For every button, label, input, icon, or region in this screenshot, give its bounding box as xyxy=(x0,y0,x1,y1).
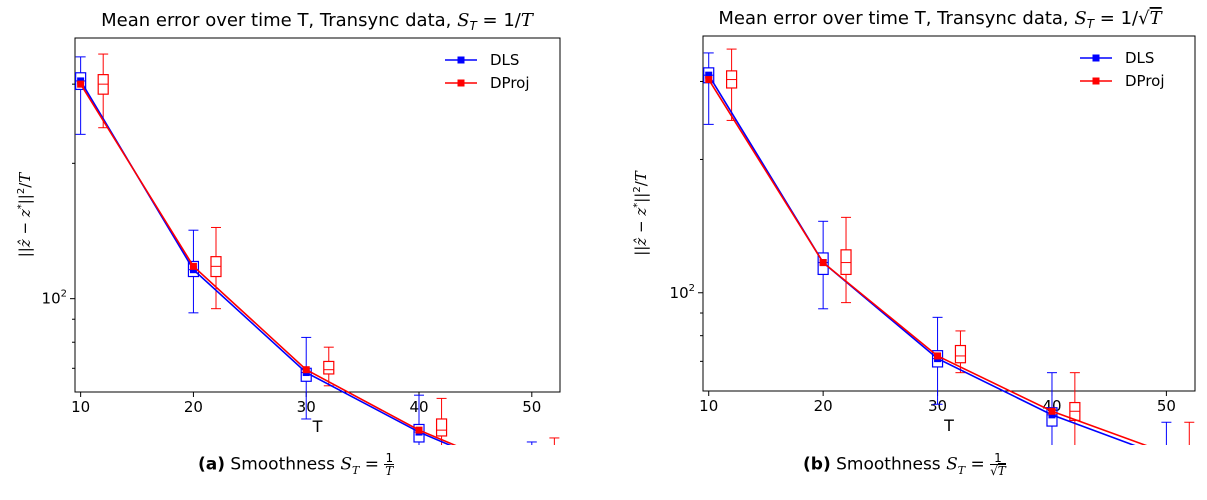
box-body xyxy=(323,360,335,375)
data-point-dproj xyxy=(1048,407,1056,415)
y-label-minus: − xyxy=(632,216,650,238)
legend-label-dproj: DProj xyxy=(490,74,530,92)
data-point-dls xyxy=(1048,411,1056,419)
data-point-dls xyxy=(705,71,713,79)
caption-a-num: 1 xyxy=(384,451,395,465)
chart-title-denominator: T xyxy=(521,10,535,31)
y-tick-base: 10 xyxy=(670,284,689,302)
chart-title-subscript: T xyxy=(469,19,478,33)
x-tick-label: 10 xyxy=(71,398,90,416)
y-label-slash: / xyxy=(632,180,650,186)
x-axis-label: T xyxy=(312,417,323,436)
box-body xyxy=(954,344,967,364)
caption-b-den: T xyxy=(997,463,1006,478)
chart-title-subscript: T xyxy=(1087,17,1096,31)
caption-a-eq: = xyxy=(364,454,385,475)
y-label-minus: − xyxy=(16,217,34,239)
chart-title: Mean error over time T, Transync data, S… xyxy=(718,8,1163,31)
chart-title-equals: = 1/ xyxy=(1094,8,1139,29)
caption-b-num: 1 xyxy=(990,452,1006,465)
x-tick-label: 50 xyxy=(522,398,541,416)
data-point-dproj xyxy=(819,259,827,267)
chart-title-symbol: S xyxy=(1074,8,1086,29)
caption-b-eq: = xyxy=(970,454,991,475)
y-label-star: * xyxy=(16,204,27,209)
caption-b-sub: T xyxy=(957,463,966,477)
y-label-square: 2 xyxy=(632,186,643,192)
y-label-slash: / xyxy=(16,182,34,188)
plot-frame xyxy=(74,37,561,393)
y-label-t: T xyxy=(632,170,650,181)
y-label-zhat: ẑ xyxy=(16,239,34,248)
chart-b: Mean error over time T, Transync data, S… xyxy=(632,8,1196,493)
caption-b-sym: S xyxy=(946,454,958,475)
x-tick-label: 20 xyxy=(184,398,203,416)
data-point-dproj xyxy=(302,366,310,374)
y-tick-exponent: 2 xyxy=(61,289,67,300)
box-body xyxy=(413,423,425,443)
caption-b: (b) Smoothness ST = 1 √T xyxy=(803,452,1006,478)
chart-a: Mean error over time T, Transync data, S… xyxy=(16,10,561,500)
caption-b-label: (b) xyxy=(803,454,831,475)
chart-panel-a: Mean error over time T, Transync data, S… xyxy=(0,0,590,500)
x-tick-label: 10 xyxy=(699,397,718,415)
chart-title-equals: = 1/ xyxy=(477,10,522,31)
caption-a-sym: S xyxy=(340,454,353,475)
caption-a: (a) Smoothness ST = 1 T xyxy=(198,451,395,478)
y-label-square: 2 xyxy=(16,188,27,194)
y-label-z: z xyxy=(632,208,650,217)
sqrt-sign-icon: √ xyxy=(1138,8,1150,29)
chart-title-symbol: S xyxy=(457,10,469,31)
legend-marker-dproj xyxy=(457,79,465,87)
legend-marker-dls xyxy=(1092,54,1100,62)
caption-b-text: Smoothness xyxy=(836,454,947,475)
y-tick-base: 10 xyxy=(42,290,61,308)
data-point-dproj xyxy=(705,76,713,84)
caption-a-label: (a) xyxy=(198,454,226,475)
caption-a-den: T xyxy=(385,464,394,478)
data-point-dproj xyxy=(415,426,423,434)
y-label-norm-open: || xyxy=(16,247,34,257)
box-body xyxy=(817,252,829,276)
caption-a-text: Smoothness xyxy=(230,454,341,475)
y-tick-label: 102 xyxy=(42,289,67,308)
legend-label-dls: DLS xyxy=(490,51,519,69)
y-label-t: T xyxy=(16,172,34,183)
y-label-norm-open: || xyxy=(632,246,650,256)
y-label-star: * xyxy=(632,203,643,208)
x-axis-label: T xyxy=(943,416,954,435)
chart-title-denominator: T xyxy=(1150,8,1164,29)
y-axis-label: ||ẑ − z*||2/T xyxy=(632,170,650,256)
legend-marker-dproj xyxy=(1092,77,1100,85)
y-tick-label: 102 xyxy=(670,283,695,302)
legend-label-dproj: DProj xyxy=(1125,72,1165,90)
y-label-norm-close: || xyxy=(16,194,34,204)
y-label-norm-close: || xyxy=(632,193,650,203)
x-tick-label: 30 xyxy=(928,397,947,415)
y-label-zhat: ẑ xyxy=(632,238,650,247)
y-axis-label: ||ẑ − z*||2/T xyxy=(16,172,34,258)
caption-a-sub: T xyxy=(352,463,360,477)
sqrt-sign-icon: √ xyxy=(990,464,998,478)
plot-frame xyxy=(702,35,1196,392)
chart-panel-b: Mean error over time T, Transync data, S… xyxy=(610,0,1207,500)
box-body xyxy=(187,260,200,278)
y-label-z: z xyxy=(16,209,34,218)
data-point-dproj xyxy=(77,80,85,88)
data-point-dproj xyxy=(934,352,942,360)
data-point-dproj xyxy=(189,262,197,270)
legend-label-dls: DLS xyxy=(1125,49,1154,67)
x-tick-label: 20 xyxy=(814,397,833,415)
chart-title-text: Mean error over time T, Transync data, xyxy=(101,10,457,31)
chart-title: Mean error over time T, Transync data, S… xyxy=(101,10,535,33)
y-tick-exponent: 2 xyxy=(689,283,695,294)
chart-title-text: Mean error over time T, Transync data, xyxy=(718,8,1074,29)
box-body xyxy=(435,418,448,437)
x-tick-label: 50 xyxy=(1157,397,1176,415)
legend-marker-dls xyxy=(457,56,465,64)
